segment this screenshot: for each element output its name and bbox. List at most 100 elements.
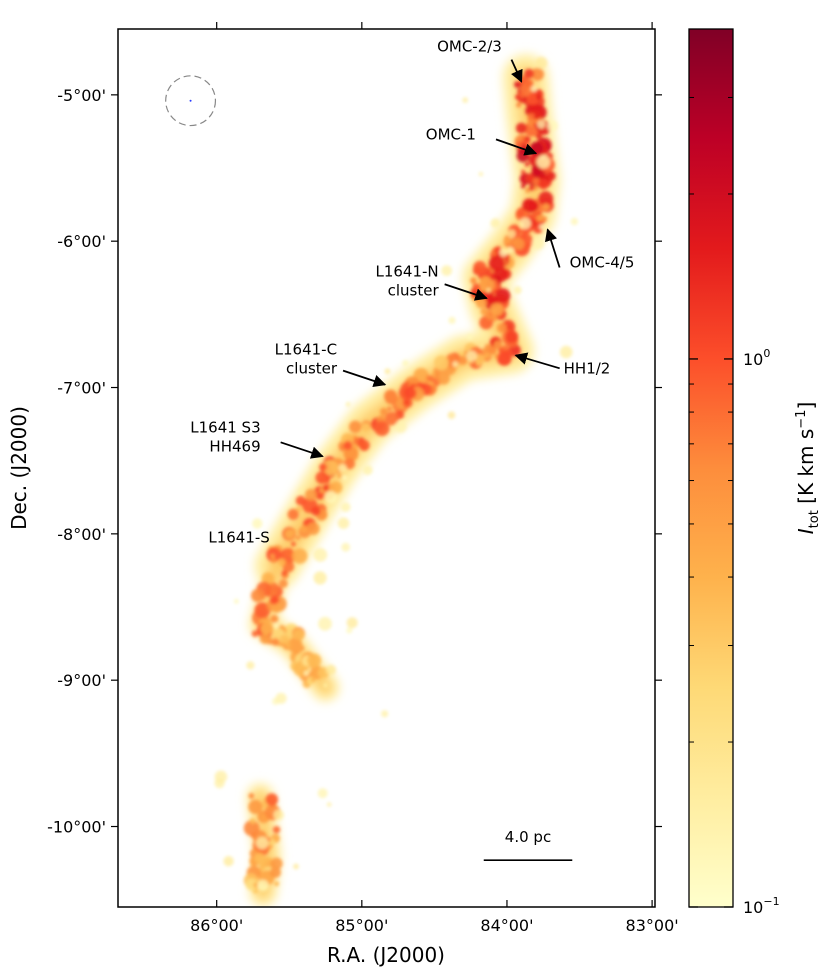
emission-clump	[483, 351, 491, 360]
emission-clump	[251, 630, 259, 637]
emission-patch	[462, 97, 469, 103]
emission-clump	[259, 633, 271, 645]
emission-clump	[385, 411, 399, 426]
emission-clump	[529, 141, 544, 156]
x-tick-label: 84°00'	[480, 916, 533, 935]
annotation-label-line2: cluster	[286, 360, 338, 378]
annotation-arrow	[342, 369, 387, 387]
emission-patch	[402, 360, 409, 367]
annotation-label: OMC-4/5	[570, 253, 635, 271]
emission-patch	[466, 350, 478, 362]
emission-patch	[513, 286, 522, 295]
x-tick-label: 85°00'	[335, 916, 388, 935]
emission-patch	[506, 246, 514, 254]
emission-patch	[531, 237, 545, 250]
emission-patch	[326, 802, 332, 807]
emission-clump	[243, 820, 260, 837]
emission-clump	[516, 102, 522, 108]
emission-clump	[305, 488, 317, 501]
emission-clump	[479, 277, 495, 293]
emission-patch	[535, 56, 548, 69]
emission-clump	[531, 67, 544, 81]
emission-clump	[504, 237, 511, 244]
emission-clump	[278, 579, 288, 588]
emission-clump	[384, 389, 398, 403]
emission-patch	[486, 287, 491, 293]
annotation-label-line2: HH469	[209, 437, 260, 455]
y-tick-label: -8°00'	[57, 525, 106, 544]
emission-patch	[313, 548, 328, 562]
emission-clump	[291, 541, 296, 547]
emission-clump	[524, 162, 530, 167]
emission-clump	[521, 169, 526, 174]
emission-clump	[251, 588, 265, 603]
colorbar: 10−1 100 Itot [K km s−1]	[688, 28, 822, 917]
annotation-label: L1641-C	[275, 341, 337, 359]
emission-clump	[519, 92, 525, 98]
emission-clump	[344, 458, 355, 470]
emission-clump	[532, 214, 538, 220]
emission-patch	[394, 420, 407, 433]
emission-clump	[536, 94, 542, 100]
annotation-label: HH1/2	[564, 359, 611, 377]
emission-patch	[448, 316, 456, 324]
emission-clump	[524, 79, 534, 88]
x-tick-label: 83°00'	[626, 916, 679, 935]
colorbar-label-main: I	[794, 528, 818, 534]
emission-clump	[490, 275, 496, 280]
emission-clump	[300, 525, 308, 533]
annotation-label: L1641-S	[208, 529, 269, 547]
emission-clump	[318, 492, 325, 499]
emission-patch	[257, 879, 269, 891]
emission-patch	[255, 836, 269, 850]
annotations: OMC-2/3OMC-1OMC-4/5L1641-NclusterHH1/2L1…	[190, 38, 634, 547]
emission-clump	[311, 506, 321, 516]
emission-clump	[315, 471, 329, 485]
emission-patch	[507, 229, 516, 239]
emission-clump	[474, 353, 485, 364]
emission-clump	[528, 185, 535, 191]
emission-clump	[292, 629, 305, 641]
emission-clump	[380, 407, 388, 416]
emission-patch	[530, 85, 538, 93]
emission-patch	[340, 502, 351, 512]
emission-clump	[295, 535, 301, 540]
emission-clump	[458, 355, 468, 365]
emission-clump	[319, 463, 327, 472]
emission-clump	[522, 198, 536, 213]
annotation: OMC-4/5	[545, 228, 635, 271]
emission-patch	[381, 710, 389, 718]
emission-patch	[324, 491, 338, 504]
emission-clump	[426, 375, 431, 380]
emission-clump	[248, 799, 263, 815]
emission-clump	[322, 682, 329, 688]
emission-clump	[387, 406, 392, 411]
annotation-label-line2: cluster	[388, 281, 440, 299]
emission-clump	[289, 639, 303, 652]
emission-clump	[516, 149, 530, 163]
y-axis-label: Dec. (J2000)	[7, 406, 31, 530]
emission-clump	[245, 878, 258, 891]
annotation-arrow	[444, 283, 488, 301]
emission-clump	[533, 185, 539, 191]
intensity-map: OMC-2/3OMC-1OMC-4/5L1641-NclusterHH1/2L1…	[47, 22, 679, 935]
beam-circle	[165, 75, 217, 127]
emission-patch	[273, 809, 284, 821]
emission-patch	[539, 224, 545, 230]
emission-patch	[223, 856, 234, 867]
emission-clump	[310, 678, 316, 683]
emission-clump	[497, 350, 512, 365]
emission-clump	[505, 330, 519, 344]
emission-clump	[284, 529, 295, 539]
y-tick-label: -6°00'	[57, 232, 106, 251]
emission-clump	[475, 297, 487, 309]
emission-clump	[270, 614, 279, 623]
annotation-label: L1641-N	[375, 262, 438, 280]
emission-patch	[346, 627, 353, 634]
emission-patch	[252, 518, 263, 529]
emission-clump	[361, 422, 371, 432]
emission-clump	[273, 881, 280, 887]
y-axis-ticks: -5°00' -6°00' -7°00' -8°00' -9°00' -10°00'	[47, 86, 662, 837]
annotation: HH1/2	[514, 352, 611, 377]
